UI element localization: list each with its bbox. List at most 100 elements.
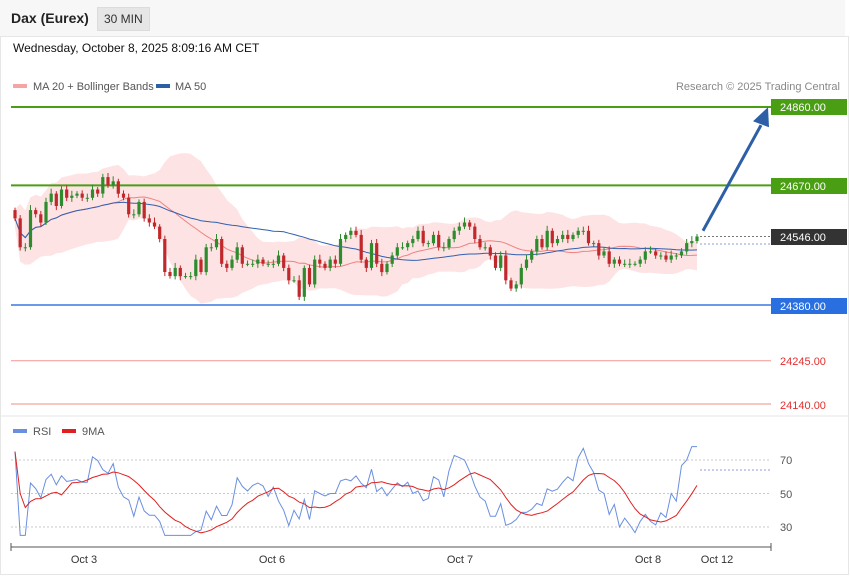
candle-body — [431, 234, 436, 244]
candle-body — [23, 247, 27, 249]
candle-body — [576, 230, 580, 235]
candle-body — [674, 255, 678, 257]
level-labels: 24860.00 24670.00 24546.00 24380.00 2424… — [771, 99, 847, 412]
candle-body — [602, 251, 606, 256]
candle-body — [545, 230, 549, 248]
candle-body — [245, 263, 250, 265]
timeframe-button[interactable]: 30 MIN — [97, 7, 150, 31]
candle-body — [566, 234, 570, 239]
level-label-24245: 24245.00 — [780, 356, 826, 368]
candle-body — [101, 177, 105, 194]
candle-body — [338, 239, 343, 264]
candle-body — [282, 255, 286, 268]
candle-body — [287, 267, 291, 281]
level-label-last: 24546.00 — [780, 232, 826, 244]
candle-body — [571, 234, 575, 239]
instrument-title: Dax (Eurex) — [11, 10, 89, 26]
candle-body — [266, 263, 270, 265]
candle-body — [318, 259, 322, 264]
candle-body — [256, 259, 260, 264]
candle-body — [204, 247, 208, 273]
x-tick-oct7: Oct 7 — [447, 554, 473, 566]
candle-body — [483, 247, 487, 249]
candle-body — [137, 201, 141, 215]
candle-body — [462, 222, 467, 227]
candle-body — [473, 226, 477, 239]
candle-body — [152, 222, 157, 227]
candle-body — [586, 230, 591, 244]
candle-body — [364, 259, 368, 268]
candle-body — [307, 267, 312, 285]
level-label-24140: 24140.00 — [780, 400, 826, 412]
candle-body — [488, 247, 492, 256]
candle-body — [13, 210, 17, 219]
rsi-line — [14, 446, 697, 536]
candle-body — [452, 230, 456, 240]
candle-body — [199, 259, 203, 272]
candle-body — [654, 251, 658, 256]
candle-body — [375, 243, 379, 264]
timestamp: Wednesday, October 8, 2025 8:09:16 AM CE… — [13, 41, 260, 55]
candle-body — [80, 193, 84, 198]
key-levels — [11, 106, 771, 405]
candle-body — [581, 230, 585, 232]
candle-body — [85, 197, 89, 199]
candle-body — [690, 241, 694, 244]
candle-body — [504, 255, 508, 281]
x-axis: Oct 3 Oct 6 Oct 7 Oct 8 Oct 12 — [10, 543, 772, 566]
candle-body — [509, 280, 513, 289]
candle-body — [18, 218, 22, 248]
candle-body — [664, 255, 668, 260]
candle-body — [90, 189, 95, 198]
legend-ma20: MA 20 + Bollinger Bands — [33, 81, 154, 93]
legend-ma50: MA 50 — [175, 81, 206, 93]
candle-body — [271, 263, 275, 265]
candle-body — [519, 267, 523, 285]
rsi-legend: RSI 9MA — [13, 426, 105, 438]
x-tick-oct3: Oct 3 — [71, 554, 97, 566]
rsi-tick-70: 70 — [780, 455, 792, 467]
candle-body — [493, 255, 498, 268]
candle-body — [617, 259, 622, 264]
candle-body — [251, 263, 255, 265]
candle-body — [214, 239, 219, 248]
rsi-tick-50: 50 — [780, 489, 792, 501]
candle-body — [597, 243, 601, 256]
legend-rsi-ma: 9MA — [82, 426, 105, 438]
candle-body — [323, 263, 327, 268]
candlesticks — [13, 173, 699, 301]
candle-body — [535, 239, 539, 252]
level-tag-24860 — [771, 99, 847, 115]
main-legend: MA 20 + Bollinger Bands MA 50 Research ©… — [13, 81, 840, 93]
candle-body — [411, 239, 415, 244]
candle-body — [612, 259, 616, 264]
candle-body — [540, 239, 544, 248]
candle-body — [127, 197, 131, 215]
candle-body — [70, 195, 74, 198]
candle-body — [65, 189, 69, 198]
x-tick-oct8: Oct 8 — [635, 554, 661, 566]
candle-body — [106, 177, 110, 186]
candle-body — [385, 263, 389, 273]
candle-body — [302, 267, 306, 297]
forecast-arrowhead — [753, 107, 769, 128]
candle-body — [400, 247, 405, 249]
candle-body — [168, 272, 172, 277]
candle-body — [44, 201, 48, 223]
candle-body — [230, 259, 234, 268]
candle-body — [499, 255, 503, 268]
candle-body — [209, 247, 213, 249]
candle-body — [116, 181, 120, 194]
candle-body — [276, 255, 281, 264]
level-tag-24670 — [771, 178, 847, 194]
candle-body — [173, 267, 177, 277]
candle-body — [633, 263, 637, 265]
level-label-24670: 24670.00 — [780, 181, 826, 193]
candle-body — [695, 236, 699, 241]
rsi-panel — [11, 446, 771, 536]
candle-body — [132, 214, 136, 216]
candle-body — [685, 243, 689, 252]
candle-body — [59, 189, 64, 206]
candle-body — [638, 259, 642, 264]
candle-body — [648, 251, 653, 253]
